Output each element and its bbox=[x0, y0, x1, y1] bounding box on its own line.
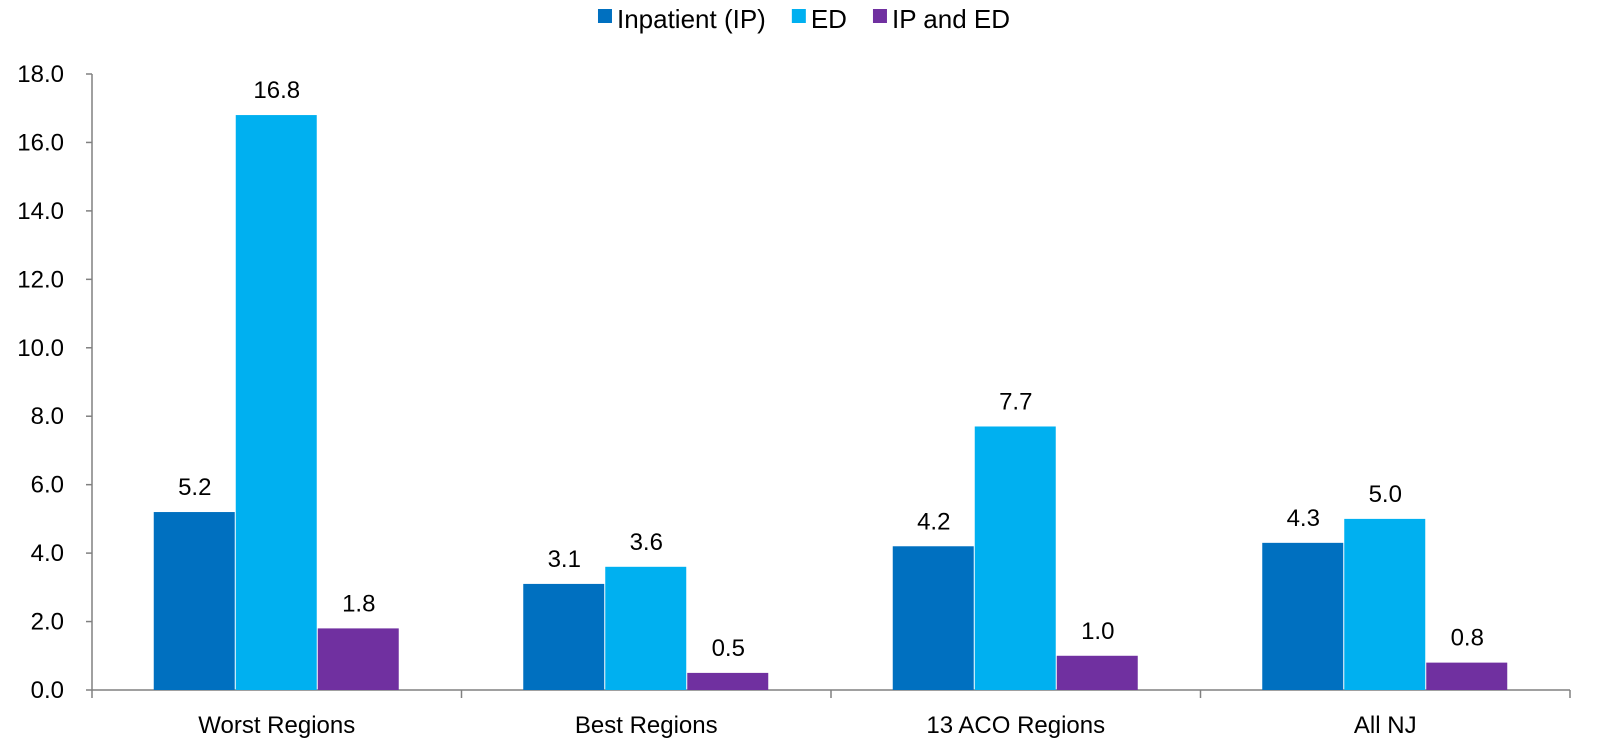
legend-label: ED bbox=[811, 4, 847, 34]
x-category-label: Best Regions bbox=[575, 712, 718, 739]
y-tick-label: 16.0 bbox=[17, 129, 64, 156]
x-category-label: 13 ACO Regions bbox=[926, 712, 1105, 739]
y-tick-label: 4.0 bbox=[31, 540, 64, 567]
bar-data-label: 4.2 bbox=[917, 508, 950, 535]
legend-item: IP and ED bbox=[872, 4, 1010, 34]
bar-data-label: 3.1 bbox=[548, 546, 581, 573]
bar bbox=[235, 115, 317, 691]
legend: Inpatient (IP) ED IP and ED bbox=[597, 4, 1010, 34]
bars bbox=[153, 115, 1508, 691]
data-labels: 5.2 16.8 1.8 3.1 3.6 0.5 4.2 7.7 1.0 4.3 5.0 0.8 bbox=[178, 77, 1484, 662]
y-tick-label: 10.0 bbox=[17, 335, 64, 362]
bar-data-label: 5.0 bbox=[1369, 481, 1402, 508]
legend-swatch bbox=[597, 9, 612, 23]
bar bbox=[892, 546, 974, 690]
bar bbox=[1426, 662, 1508, 690]
bar bbox=[1262, 542, 1344, 690]
y-tick-label: 0.0 bbox=[31, 677, 64, 704]
legend-swatch bbox=[791, 9, 806, 23]
legend-swatch bbox=[872, 9, 887, 23]
bar bbox=[317, 628, 399, 690]
bar-data-label: 1.0 bbox=[1081, 618, 1114, 645]
y-axis: 0.0 2.0 4.0 6.0 8.0 10.0 12.0 14.0 16.0 18.0 bbox=[17, 61, 93, 704]
bar-data-label: 7.7 bbox=[999, 388, 1032, 415]
legend-label: Inpatient (IP) bbox=[617, 4, 766, 34]
y-tick-label: 8.0 bbox=[31, 403, 64, 430]
x-axis: Worst Regions Best Regions 13 ACO Regions A… bbox=[91, 689, 1571, 739]
bar-data-label: 4.3 bbox=[1287, 505, 1320, 532]
bar-data-label: 3.6 bbox=[630, 529, 663, 556]
bar bbox=[687, 672, 769, 690]
bar bbox=[153, 512, 235, 690]
bar-data-label: 0.8 bbox=[1451, 625, 1484, 652]
legend-label: IP and ED bbox=[892, 4, 1010, 34]
legend-item: Inpatient (IP) bbox=[597, 4, 766, 34]
bar-data-label: 5.2 bbox=[178, 474, 211, 501]
x-category-label: Worst Regions bbox=[198, 712, 355, 739]
y-tick-label: 6.0 bbox=[31, 472, 64, 499]
bar-data-label: 16.8 bbox=[253, 77, 300, 104]
bar-data-label: 0.5 bbox=[712, 635, 745, 662]
bar bbox=[523, 583, 605, 690]
bar bbox=[1344, 518, 1426, 690]
y-tick-label: 14.0 bbox=[17, 198, 64, 225]
bar bbox=[974, 426, 1056, 690]
y-tick-label: 12.0 bbox=[17, 266, 64, 293]
x-category-label: All NJ bbox=[1354, 712, 1417, 739]
y-tick-label: 18.0 bbox=[17, 61, 64, 88]
bar bbox=[1056, 655, 1138, 690]
bar-data-label: 1.8 bbox=[342, 590, 375, 617]
legend-item: ED bbox=[791, 4, 847, 34]
bar bbox=[605, 566, 687, 690]
y-tick-label: 2.0 bbox=[31, 609, 64, 636]
